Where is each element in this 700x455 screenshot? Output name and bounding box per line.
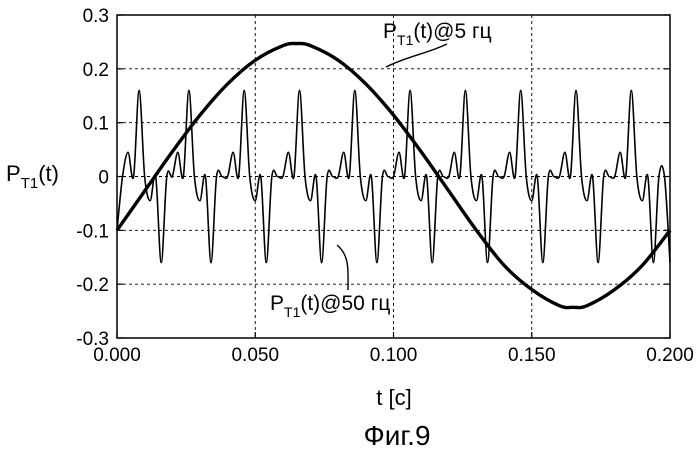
y-tick-label: 0.3 — [83, 6, 109, 27]
series-line-5hz — [115, 41, 672, 310]
y-tick-label: 0 — [98, 168, 109, 189]
annotation-50hz: PT1(t)@50 гц — [270, 244, 390, 320]
annotation-5hz: PT1(t)@5 гц — [383, 20, 492, 68]
x-tick-label: 0.050 — [231, 345, 279, 366]
leader-line-5hz — [385, 43, 448, 68]
series-label-50hz: PT1(t)@50 гц — [270, 292, 390, 320]
series-layer — [115, 41, 672, 310]
x-tick-label: 0.000 — [93, 345, 141, 366]
y-tick-label: 0.2 — [83, 60, 109, 81]
x-axis-title: t [с] — [376, 385, 411, 410]
leader-line-50hz — [336, 244, 349, 291]
series-line-50hz — [116, 89, 671, 264]
y-tick-label: -0.3 — [76, 329, 109, 350]
x-tick-label: 0.200 — [646, 345, 694, 366]
ticks — [116, 14, 671, 339]
series-label-5hz: PT1(t)@5 гц — [383, 20, 492, 48]
y-tick-label: -0.1 — [76, 221, 109, 242]
x-tick-label: 0.100 — [370, 345, 418, 366]
y-tick-label: 0.1 — [83, 114, 109, 135]
x-tick-label: 0.150 — [508, 345, 556, 366]
tick-labels: 0.000 0.050 0.100 0.150 0.200 -0.3 -0.2 -0.1 0 0.… — [76, 6, 694, 366]
y-axis-title: PT1(t) — [6, 161, 59, 192]
figure-caption: Фиг.9 — [363, 420, 430, 451]
y-tick-label: -0.2 — [76, 275, 109, 296]
